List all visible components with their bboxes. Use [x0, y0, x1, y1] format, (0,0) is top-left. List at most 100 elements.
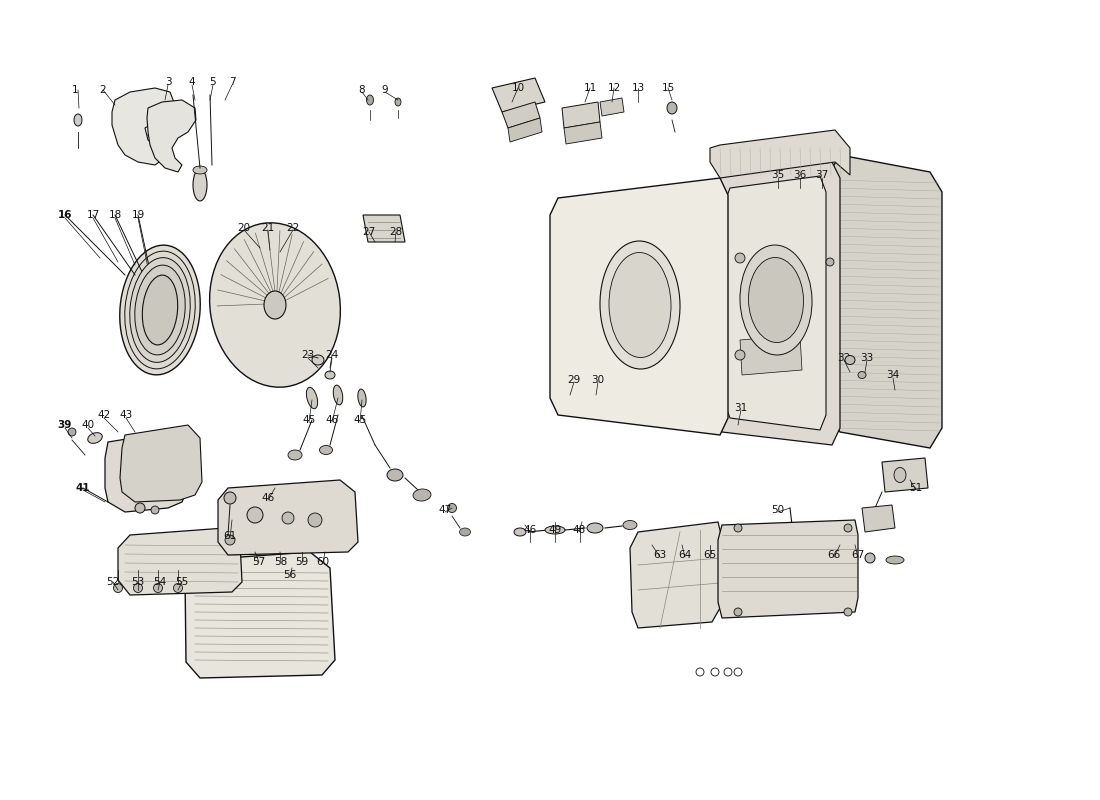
Text: 47: 47	[439, 505, 452, 515]
Polygon shape	[185, 552, 336, 678]
Text: 63: 63	[653, 550, 667, 560]
Text: 58: 58	[274, 557, 287, 567]
Ellipse shape	[68, 428, 76, 436]
Ellipse shape	[130, 258, 190, 362]
Ellipse shape	[844, 608, 852, 616]
Polygon shape	[562, 102, 600, 128]
Polygon shape	[710, 130, 850, 178]
Text: 34: 34	[887, 370, 900, 380]
Text: 22: 22	[286, 223, 299, 233]
Ellipse shape	[324, 371, 336, 379]
Ellipse shape	[307, 387, 318, 409]
Ellipse shape	[226, 535, 235, 545]
Ellipse shape	[894, 467, 906, 482]
Ellipse shape	[142, 275, 178, 345]
Ellipse shape	[844, 524, 852, 532]
Text: 20: 20	[238, 223, 251, 233]
Ellipse shape	[312, 355, 324, 365]
Ellipse shape	[886, 556, 904, 564]
Text: 46: 46	[262, 493, 275, 503]
Polygon shape	[564, 122, 602, 144]
Text: 9: 9	[382, 85, 388, 95]
Ellipse shape	[748, 258, 803, 342]
Polygon shape	[492, 78, 544, 112]
Text: 46: 46	[326, 415, 339, 425]
Text: 40: 40	[81, 420, 95, 430]
Ellipse shape	[124, 251, 195, 369]
Ellipse shape	[845, 355, 855, 365]
Polygon shape	[218, 480, 358, 555]
Ellipse shape	[113, 583, 122, 593]
Polygon shape	[112, 88, 175, 165]
Text: 51: 51	[910, 483, 923, 493]
Text: 36: 36	[793, 170, 806, 180]
Text: 60: 60	[317, 557, 330, 567]
Text: 28: 28	[389, 227, 403, 237]
Ellipse shape	[395, 98, 402, 106]
Text: 53: 53	[131, 577, 144, 587]
Ellipse shape	[224, 492, 236, 504]
Polygon shape	[740, 335, 802, 375]
Ellipse shape	[412, 489, 431, 501]
Ellipse shape	[288, 450, 302, 460]
Text: 2: 2	[100, 85, 107, 95]
Ellipse shape	[135, 503, 145, 513]
Polygon shape	[600, 98, 624, 116]
Ellipse shape	[826, 258, 834, 266]
Ellipse shape	[735, 350, 745, 360]
Ellipse shape	[623, 521, 637, 530]
Polygon shape	[882, 458, 928, 492]
Text: 21: 21	[262, 223, 275, 233]
Ellipse shape	[192, 169, 207, 201]
Ellipse shape	[514, 528, 526, 536]
Text: 16: 16	[57, 210, 73, 220]
Text: 3: 3	[165, 77, 172, 87]
Polygon shape	[718, 520, 858, 618]
Text: 50: 50	[771, 505, 784, 515]
Text: 23: 23	[301, 350, 315, 360]
Text: 66: 66	[827, 550, 840, 560]
Ellipse shape	[358, 389, 366, 407]
Text: 13: 13	[631, 83, 645, 93]
Polygon shape	[147, 100, 196, 172]
Polygon shape	[550, 178, 728, 435]
Text: 8: 8	[359, 85, 365, 95]
Ellipse shape	[667, 102, 676, 114]
Text: 49: 49	[549, 525, 562, 535]
Polygon shape	[363, 215, 405, 242]
Ellipse shape	[858, 371, 866, 378]
Text: 54: 54	[153, 577, 166, 587]
Ellipse shape	[734, 524, 742, 532]
Ellipse shape	[734, 608, 742, 616]
Ellipse shape	[151, 506, 160, 514]
Ellipse shape	[308, 513, 322, 527]
Text: 35: 35	[771, 170, 784, 180]
Text: 37: 37	[815, 170, 828, 180]
Ellipse shape	[587, 523, 603, 533]
Ellipse shape	[248, 507, 263, 523]
Ellipse shape	[210, 223, 340, 387]
Ellipse shape	[460, 528, 471, 536]
Ellipse shape	[133, 583, 143, 593]
Ellipse shape	[366, 95, 374, 105]
Ellipse shape	[600, 241, 680, 369]
Text: 29: 29	[568, 375, 581, 385]
Text: 56: 56	[284, 570, 297, 580]
Ellipse shape	[282, 512, 294, 524]
Ellipse shape	[740, 245, 812, 355]
Text: 7: 7	[229, 77, 235, 87]
Text: 18: 18	[109, 210, 122, 220]
Text: 27: 27	[362, 227, 375, 237]
Text: 24: 24	[326, 350, 339, 360]
Polygon shape	[828, 155, 942, 448]
Text: 45: 45	[353, 415, 366, 425]
Ellipse shape	[74, 114, 82, 126]
Text: 4: 4	[189, 77, 196, 87]
Ellipse shape	[319, 446, 332, 454]
Text: 12: 12	[607, 83, 620, 93]
Ellipse shape	[88, 433, 102, 443]
Text: 46: 46	[524, 525, 537, 535]
Text: 55: 55	[175, 577, 188, 587]
Text: 48: 48	[572, 525, 585, 535]
Text: 65: 65	[703, 550, 716, 560]
